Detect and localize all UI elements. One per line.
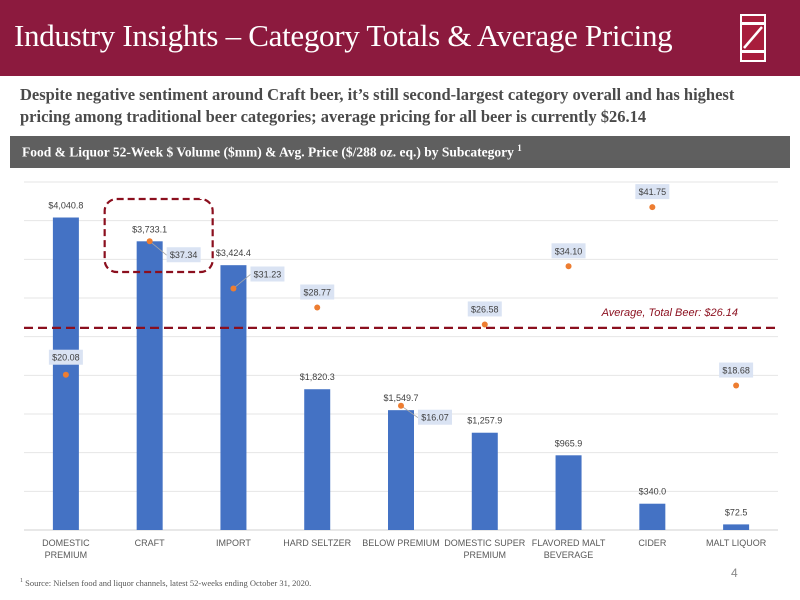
category-label: MALT LIQUOR xyxy=(706,538,767,548)
price-point xyxy=(62,371,69,378)
volume-price-chart: $4,040.8 $3,733.1 $3,424.4 $1,820.3 $1,549.7… xyxy=(24,181,778,560)
price-point xyxy=(481,321,488,328)
volume-bar xyxy=(388,410,414,530)
volume-label: $1,820.3 xyxy=(300,372,335,382)
price-point xyxy=(649,204,656,211)
price-label: $41.75 xyxy=(639,187,667,197)
volume-label: $1,257.9 xyxy=(467,416,502,426)
chart-title-banner: Food & Liquor 52-Week $ Volume ($mm) & A… xyxy=(10,136,790,168)
volume-label: $340.0 xyxy=(639,487,667,497)
price-label: $37.34 xyxy=(170,250,198,260)
price-label-box xyxy=(250,266,285,282)
price-label-box xyxy=(418,409,452,425)
price-point xyxy=(146,238,153,245)
category-label: CRAFT xyxy=(135,538,165,548)
footnote-marker: 1 xyxy=(517,143,522,153)
category-label: FLAVORED MALT xyxy=(532,538,606,548)
price-leader-line xyxy=(149,240,167,256)
volume-labels: $4,040.8 $3,733.1 $3,424.4 $1,820.3 $1,549.7… xyxy=(48,201,747,518)
volume-bar xyxy=(220,265,247,530)
average-line-group: Average, Total Beer: $26.14 xyxy=(24,307,778,329)
volume-bar xyxy=(723,524,750,530)
craft-highlight-group xyxy=(103,197,214,274)
price-label: $26.58 xyxy=(471,304,499,314)
price-label: $31.23 xyxy=(254,269,282,279)
chart-title: Food & Liquor 52-Week $ Volume ($mm) & A… xyxy=(22,143,522,161)
price-point xyxy=(230,285,237,292)
price-point xyxy=(565,263,572,270)
chart-title-text: Food & Liquor 52-Week $ Volume ($mm) & A… xyxy=(22,144,514,160)
key-takeaway: Despite negative sentiment around Craft … xyxy=(20,85,735,126)
footnote-text: Source: Nielsen food and liquor channels… xyxy=(25,578,312,588)
category-label: CIDER xyxy=(638,538,667,548)
price-label: $28.77 xyxy=(303,288,331,298)
price-point xyxy=(398,402,404,409)
price-label: $16.07 xyxy=(421,413,449,423)
footnote-marker: 1 xyxy=(20,578,23,585)
volume-bar xyxy=(136,241,163,530)
price-label-box xyxy=(551,243,586,259)
category-label: DOMESTIC SUPER xyxy=(444,538,526,548)
price-label: $18.68 xyxy=(722,366,750,376)
craft-highlight-box xyxy=(103,197,214,274)
z-logo-icon xyxy=(740,14,766,62)
volume-label: $72.5 xyxy=(725,507,748,517)
volume-bar xyxy=(304,389,331,530)
volume-bar xyxy=(471,432,498,530)
price-label: $20.08 xyxy=(52,353,80,363)
volume-label: $3,424.4 xyxy=(216,248,251,258)
price-label-box xyxy=(635,184,670,200)
category-label: BEVERAGE xyxy=(544,550,594,560)
volume-label: $4,040.8 xyxy=(48,201,83,211)
price-label-box xyxy=(300,284,335,300)
category-axis-labels: DOMESTIC PREMIUM CRAFT IMPORT HARD SELTZER BE… xyxy=(42,538,767,560)
volume-bars xyxy=(52,217,750,530)
volume-bar xyxy=(639,503,666,530)
price-label-box xyxy=(166,247,201,263)
average-reference-label: Average, Total Beer: $26.14 xyxy=(601,307,738,319)
category-label: PREMIUM xyxy=(464,550,507,560)
category-label: PREMIUM xyxy=(45,550,88,560)
price-label-box xyxy=(467,301,502,317)
page-number: 4 xyxy=(731,566,738,580)
price-points: $20.08 $37.34 $31.23 $28.77 $16.07 $26.58 $34.… xyxy=(48,184,754,425)
price-label: $34.10 xyxy=(555,246,583,256)
header-bar: Industry Insights – Category Totals & Av… xyxy=(0,0,800,76)
price-label-box xyxy=(719,362,754,378)
price-leader-line xyxy=(400,405,419,419)
volume-label: $3,733.1 xyxy=(132,224,167,234)
volume-bar xyxy=(555,455,582,530)
category-label: DOMESTIC xyxy=(42,538,90,548)
volume-label: $965.9 xyxy=(555,438,583,448)
volume-label: $1,549.7 xyxy=(383,393,418,403)
category-label: BELOW PREMIUM xyxy=(362,538,440,548)
category-label: IMPORT xyxy=(216,538,251,548)
price-point xyxy=(314,304,321,311)
category-label: HARD SELTZER xyxy=(283,538,351,548)
price-leader-line xyxy=(233,274,251,289)
price-point xyxy=(733,382,740,389)
page-title: Industry Insights – Category Totals & Av… xyxy=(14,18,673,53)
source-footnote: 1 Source: Nielsen food and liquor channe… xyxy=(20,578,311,588)
price-label-box xyxy=(48,349,83,365)
